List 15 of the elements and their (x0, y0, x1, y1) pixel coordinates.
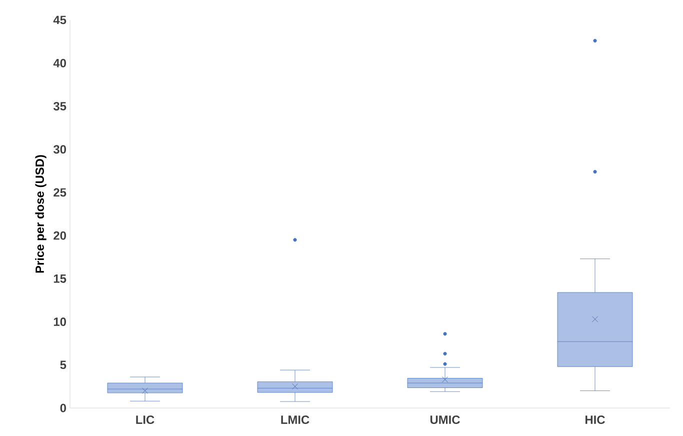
y-tick-label: 45 (53, 16, 66, 24)
y-tick-label: 10 (54, 318, 66, 326)
y-tick-label: 25 (54, 188, 66, 197)
y-tick-label: 40 (53, 58, 66, 68)
y-axis-title: Price per dose (USD) (35, 155, 46, 273)
x-tick-label: LIC (136, 416, 154, 424)
y-tick-label: 5 (60, 360, 66, 370)
y-tick-label: 30 (53, 145, 66, 154)
x-tick-label: UMIC (430, 416, 460, 424)
x-tick-label: LMIC (281, 416, 310, 424)
y-tick-label: 35 (53, 102, 66, 110)
x-tick-label: HIC (586, 416, 605, 424)
y-tick-label: 20 (54, 231, 66, 240)
y-tick-label: 0 (60, 404, 66, 412)
y-tick-label: 15 (54, 274, 66, 283)
